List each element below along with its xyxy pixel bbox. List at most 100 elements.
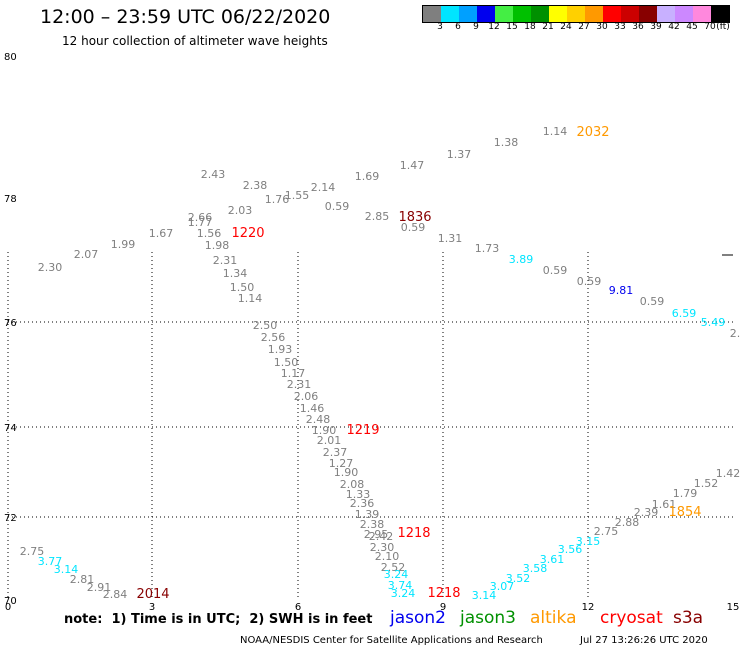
scale-label: 21 <box>542 22 554 32</box>
wave-height-label: 3.56 <box>558 543 583 556</box>
color-scale-bar <box>422 5 730 23</box>
scale-swatch <box>639 6 657 22</box>
scale-swatch <box>477 6 495 22</box>
wave-height-label: 0.59 <box>543 264 568 277</box>
wave-height-label: 1.69 <box>355 170 380 183</box>
wave-height-label: 1.67 <box>149 227 174 240</box>
wave-height-label: 3.24 <box>391 587 416 600</box>
wave-height-label: 1.17 <box>281 367 306 380</box>
wave-height-label: 3.61 <box>540 553 565 566</box>
wave-height-label: 1.90 <box>334 466 359 479</box>
latitude-label: 80 <box>4 52 17 63</box>
wave-height-label: 1.50 <box>230 281 255 294</box>
wave-height-label: 2.43 <box>201 168 226 181</box>
wave-height-label: 3.07 <box>490 580 515 593</box>
latitude-label: 74 <box>4 423 17 434</box>
wave-height-label: 2.07 <box>74 248 99 261</box>
wave-height-label: 2.66 <box>188 211 213 224</box>
wave-height-label: 1.38 <box>494 136 519 149</box>
scale-swatch <box>459 6 477 22</box>
wave-height-label: 1.56 <box>197 227 222 240</box>
wave-height-label: 2.31 <box>287 378 312 391</box>
scale-swatch <box>513 6 531 22</box>
wave-height-label: 3.77 <box>38 555 63 568</box>
pass-time-label: 1219 <box>346 423 379 438</box>
longitude-label: 6 <box>295 602 301 613</box>
scale-label: 15 <box>506 22 518 32</box>
wave-height-label: 2.10 <box>375 550 400 563</box>
wave-height-label: 3.15 <box>576 535 601 548</box>
scale-label: 42 <box>668 22 680 32</box>
wave-height-label: 2.37 <box>323 446 348 459</box>
wave-height-label: 0.59 <box>401 221 426 234</box>
longitude-label: 3 <box>149 602 155 613</box>
pass-time-label: 2032 <box>576 125 609 140</box>
longitude-label: 0 <box>5 602 11 613</box>
latitude-label: 78 <box>4 194 17 205</box>
map-subtitle: 12 hour collection of altimeter wave hei… <box>62 34 328 48</box>
wave-height-label: 0.59 <box>577 275 602 288</box>
wave-height-label: 1.33 <box>346 488 371 501</box>
scale-swatch <box>621 6 639 22</box>
wave-height-label: 2.30 <box>38 261 63 274</box>
wave-height-label: 2.95 <box>364 528 389 541</box>
scale-swatch <box>657 6 675 22</box>
scale-label: 27 <box>578 22 590 32</box>
pass-time-label: 1854 <box>668 505 701 520</box>
wave-height-label: 0.59 <box>640 295 665 308</box>
wave-height-label: 2.42 <box>369 530 394 543</box>
wave-height-label: 1.73 <box>475 242 500 255</box>
wave-height-label: 2.30 <box>370 541 395 554</box>
wave-height-label: 2.39 <box>634 506 659 519</box>
wave-height-label: 1.93 <box>268 343 293 356</box>
satellite-name: jason3 <box>460 608 516 628</box>
wave-height-label: 3.14 <box>472 589 497 602</box>
wave-height-label: 9.81 <box>609 284 634 297</box>
wave-height-label: 1.50 <box>274 356 299 369</box>
longitude-label: 12 <box>582 602 595 613</box>
scale-unit: (ft) <box>716 22 730 32</box>
scale-label: 30 <box>596 22 608 32</box>
wave-height-label: 6.59 <box>672 307 697 320</box>
wave-height-label: 2.52 <box>381 561 406 574</box>
wave-height-label: 2.38 <box>243 179 268 192</box>
scale-swatch <box>711 6 729 22</box>
scale-swatch <box>603 6 621 22</box>
wave-height-label: 1.37 <box>447 148 472 161</box>
wave-height-label: 2.81 <box>70 573 95 586</box>
pass-time-label: 2014 <box>136 587 169 602</box>
wave-height-label: 3.24 <box>384 568 409 581</box>
pass-time-labels: 2032 1836 1220 1219 1218 1218 1854 2014 <box>136 125 701 602</box>
wave-height-label: 2.75 <box>20 545 45 558</box>
scale-label: 36 <box>632 22 644 32</box>
wave-height-label: 1.39 <box>355 508 380 521</box>
scale-swatch <box>675 6 693 22</box>
scale-swatch <box>531 6 549 22</box>
wave-height-label: 3.89 <box>509 253 534 266</box>
credit-line: NOAA/NESDIS Center for Satellite Applica… <box>240 635 543 646</box>
wave-height-label: 5.49 <box>701 316 726 329</box>
wave-height-label: 1.52 <box>694 477 719 490</box>
scale-swatch <box>423 6 441 22</box>
scale-label: 70 <box>704 22 716 32</box>
wave-height-label: 1.79 <box>673 487 698 500</box>
scale-swatch <box>495 6 513 22</box>
wave-height-label: 1.90 <box>312 424 337 437</box>
scale-label: 39 <box>650 22 662 32</box>
scale-swatch <box>549 6 567 22</box>
scale-label: 9 <box>473 22 479 32</box>
wave-height-label: 2.91 <box>87 581 112 594</box>
wave-height-label: 2.38 <box>360 518 385 531</box>
wave-height-label: 1.14 <box>543 125 568 138</box>
wave-height-label: 0.59 <box>325 200 350 213</box>
scale-label: 6 <box>455 22 461 32</box>
wave-height-label: 2.75 <box>594 525 619 538</box>
scale-label: 12 <box>488 22 500 32</box>
wave-height-label: 2.48 <box>306 413 331 426</box>
wave-height-label: 1.34 <box>223 267 248 280</box>
scale-label: 45 <box>686 22 698 32</box>
pass-time-label: 1220 <box>231 226 264 241</box>
wave-height-label: 2.84 <box>103 588 128 601</box>
wave-height-label: 2.31 <box>213 254 238 267</box>
